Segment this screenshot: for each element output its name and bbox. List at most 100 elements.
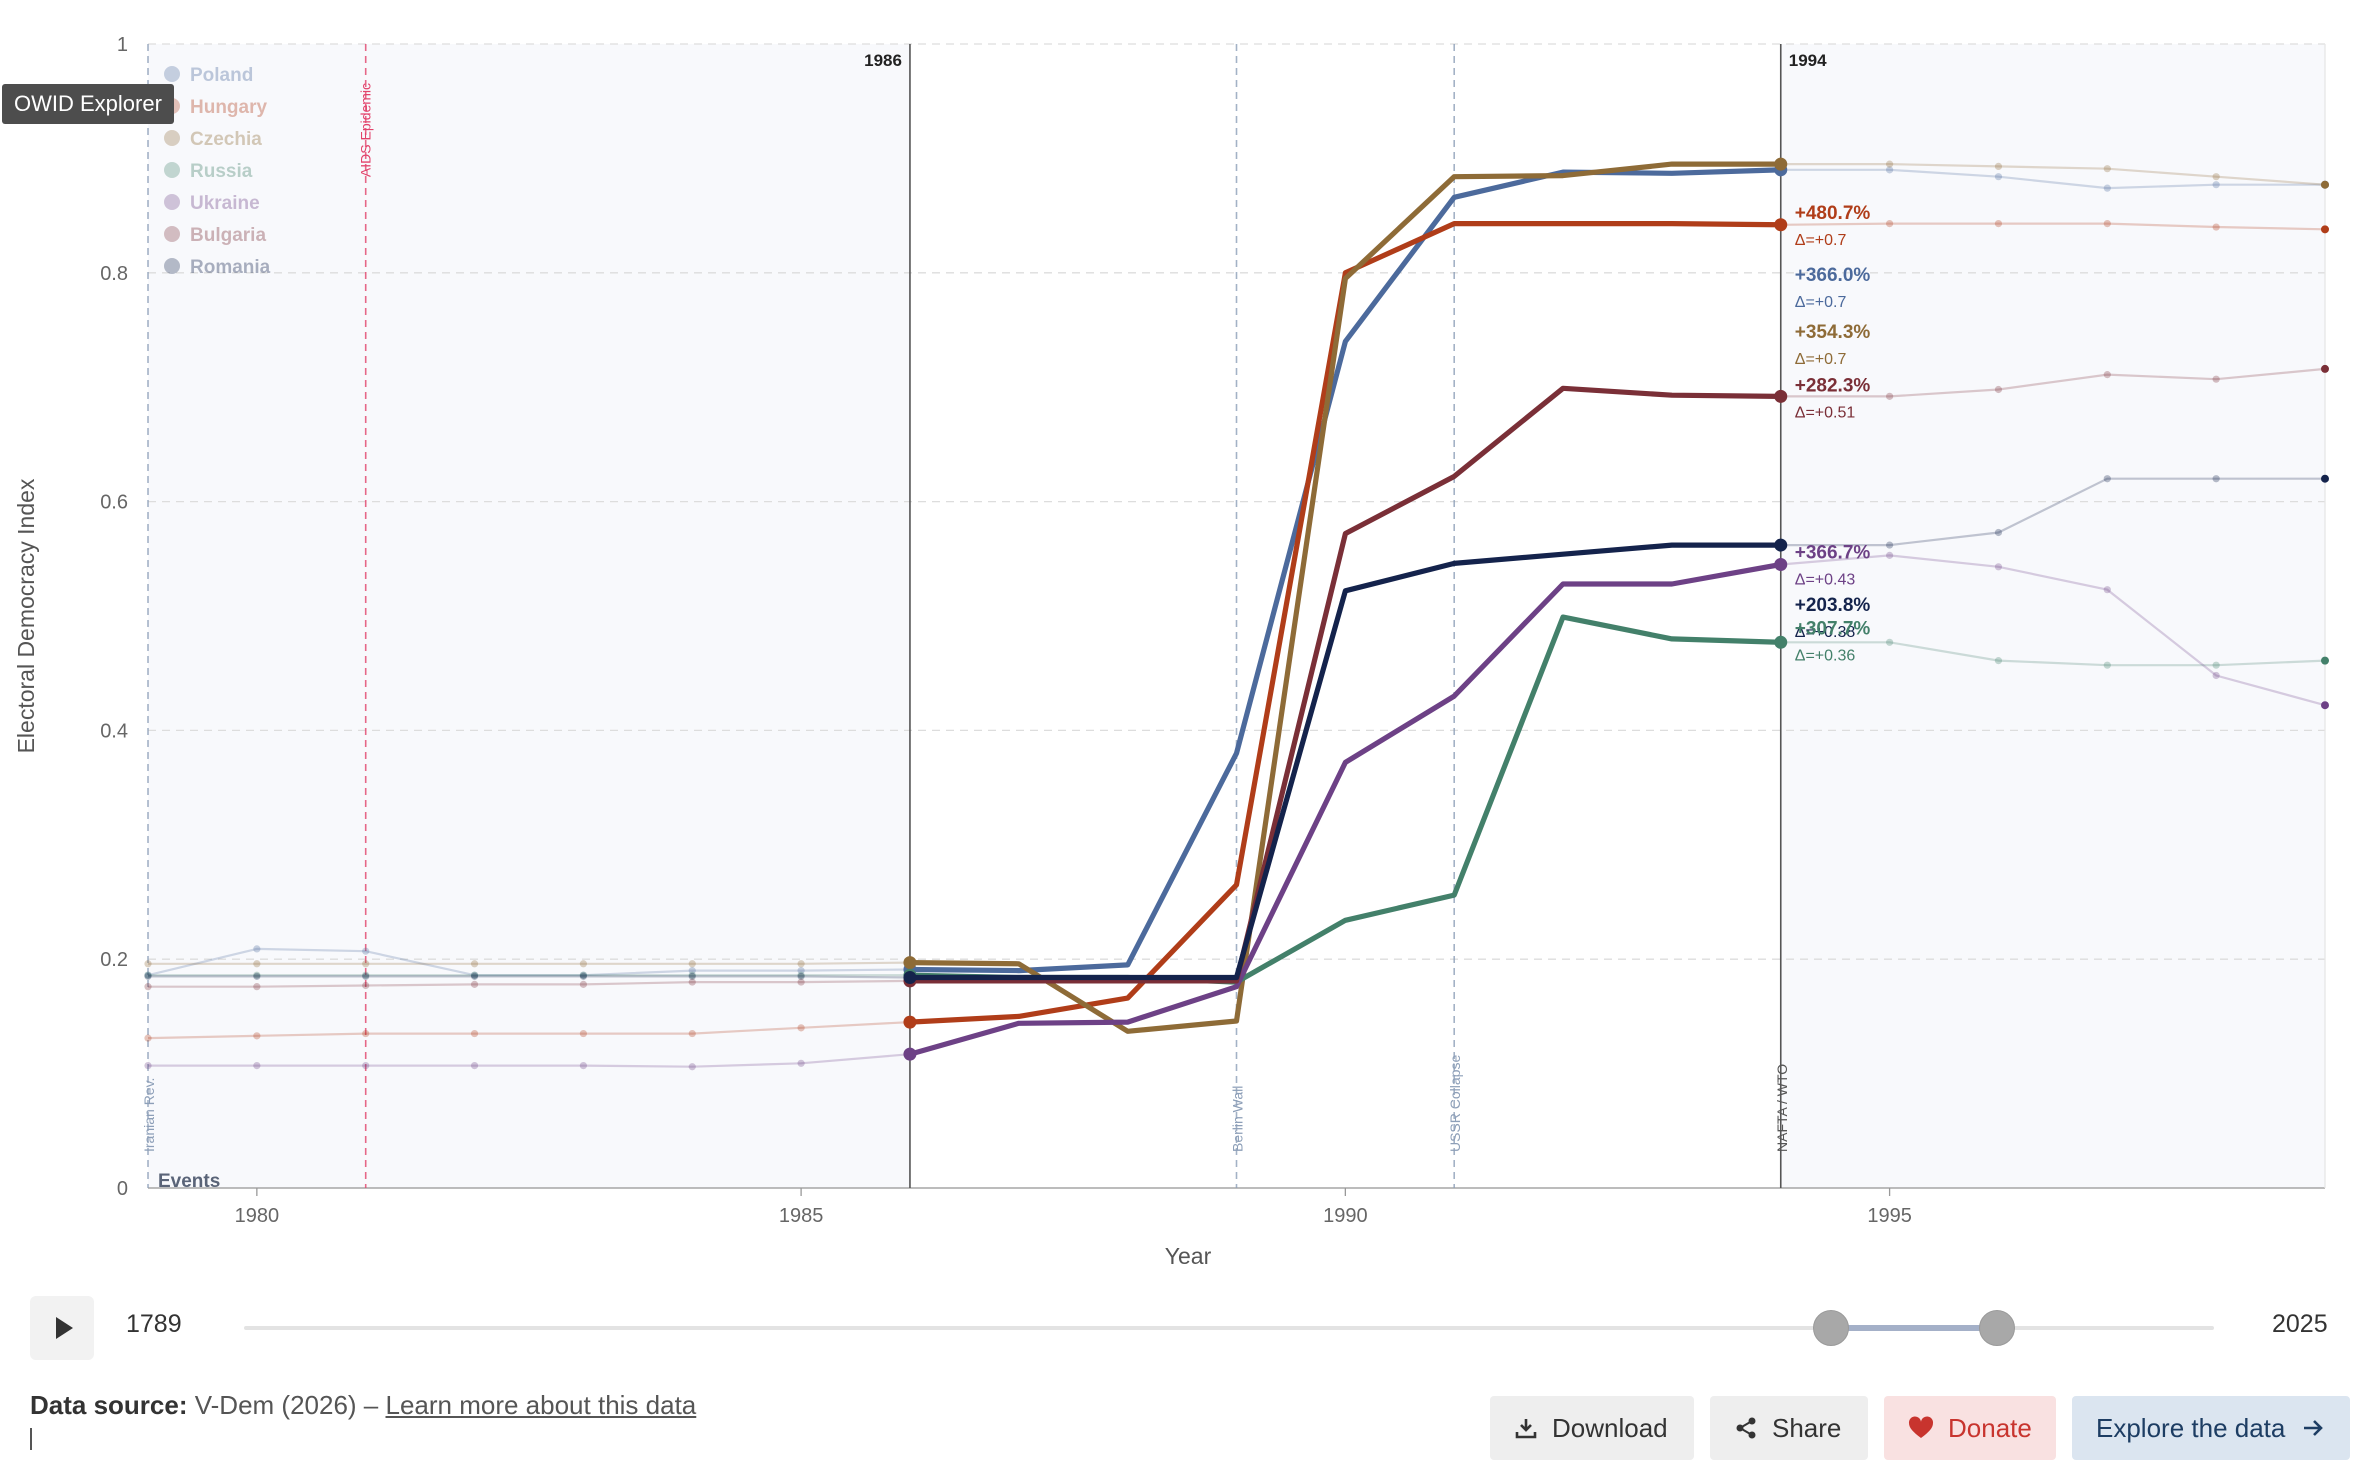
data-point-faded [144,1061,152,1070]
timeline-start-handle[interactable] [1813,1310,1849,1346]
timeline-end-year: 2025 [2272,1310,2328,1338]
series-line-faded-after [1780,163,2326,186]
series-end-point [1774,558,1788,572]
data-point-faded [579,1029,588,1038]
range-marker-label: 1994 [1789,51,1827,70]
series-end-point [1774,389,1788,403]
change-delta-label: Δ=+0.36 [1795,647,1856,664]
y-tick-label: 1 [117,34,128,56]
data-point-faded [797,971,805,979]
series-start-point [903,971,917,985]
event-label: Iranian Rev. [141,1078,157,1152]
y-tick-label: 0 [117,1178,128,1200]
line-chart: 0 0.2 0.4 0.6 0.8 1 1980 1985 1990 1995 Year Electo… [13,34,2329,1269]
series-line-faded-before [148,1053,910,1068]
series-start-point [903,1047,917,1061]
data-point-faded [579,971,588,979]
events-label: Events [158,1171,220,1192]
play-icon [55,1317,73,1339]
timeline-end-handle[interactable] [1979,1310,2015,1346]
y-axis-title: Electoral Democracy Index [13,478,39,753]
text-cursor [30,1428,32,1450]
data-point-faded [688,960,696,968]
x-tick-label: 1980 [235,1205,280,1227]
data-point-faded [253,1032,261,1040]
series-line [909,167,1781,974]
series-end-point [1774,635,1788,649]
x-tick-label: 1985 [779,1205,824,1227]
data-point-faded [253,972,261,980]
series-line [909,542,1781,981]
series-edge-point [2321,225,2329,234]
series-line [909,221,1781,1025]
legend-swatch [164,194,180,210]
series-edge-point [2321,656,2329,665]
share-button[interactable]: Share [1710,1396,1868,1460]
change-percent-label: +366.0% [1795,265,1871,286]
data-point-faded [362,981,370,990]
data-point-faded [470,1061,479,1070]
data-point-faded [579,960,588,968]
data-point-faded [2103,220,2111,228]
series-edge-point [2321,701,2329,710]
tooltip: OWID Explorer [2,84,174,124]
data-point-faded [579,972,588,980]
legend-label: Ukraine [190,193,260,214]
series-edge-point [2321,474,2329,483]
data-point-faded [797,967,805,975]
series-end-point [1774,218,1788,232]
data-point-faded [579,971,588,979]
data-point-faded [688,971,696,979]
donate-button[interactable]: Donate [1884,1396,2056,1460]
source-label: Data source: [30,1390,188,1420]
data-point-faded [1994,657,2003,665]
data-point-faded [362,972,370,980]
data-point-faded [2212,223,2220,231]
data-point-faded [797,1059,805,1067]
learn-more-link[interactable]: Learn more about this data [385,1390,697,1420]
data-point-faded [1994,220,2003,228]
series-edge-point [2321,364,2329,373]
change-percent-label: +282.3% [1795,375,1871,396]
data-point-faded [2103,586,2111,594]
series-line [909,385,1781,984]
series-line-faded-before [147,1021,910,1040]
series-start-point [903,956,917,970]
data-point-faded [2103,475,2111,483]
data-point-faded [1886,160,1894,168]
legend-swatch [164,162,180,178]
data-point-faded [1886,166,1894,174]
download-button[interactable]: Download [1490,1396,1694,1460]
share-label: Share [1772,1412,1842,1443]
data-point-faded [688,972,696,980]
legend-label: Czechia [190,129,262,150]
series-line-faded-before [147,947,910,977]
data-point-faded [2103,661,2111,669]
series-line-faded-before [148,961,910,965]
data-point-faded [2103,184,2111,192]
data-point-faded [362,1029,370,1038]
series-line-faded-after [1780,222,2326,231]
series-start-point [903,1015,917,1029]
y-tick-label: 0.8 [100,263,128,285]
data-point-faded [144,971,152,979]
series-edge-point [2321,180,2329,189]
explore-data-button[interactable]: Explore the data [2072,1396,2350,1460]
data-point-faded [579,1061,588,1070]
data-point-faded [688,967,696,975]
legend-label: Poland [190,65,253,86]
data-point-faded [688,1029,696,1038]
data-point-faded [470,971,479,979]
legend-label: Hungary [190,97,268,118]
data-point-faded [144,971,152,979]
legend-label: Bulgaria [190,225,266,246]
data-point-faded [144,1034,152,1042]
donate-label: Donate [1948,1412,2032,1443]
timeline-track[interactable] [244,1326,2214,1330]
data-point-faded [1994,563,2003,571]
data-source: Data source: V-Dem (2026) – Learn more a… [30,1390,696,1421]
legend-swatch [164,226,180,242]
data-point-faded [797,960,805,968]
play-button[interactable] [30,1296,94,1360]
legend-swatch [164,258,180,274]
